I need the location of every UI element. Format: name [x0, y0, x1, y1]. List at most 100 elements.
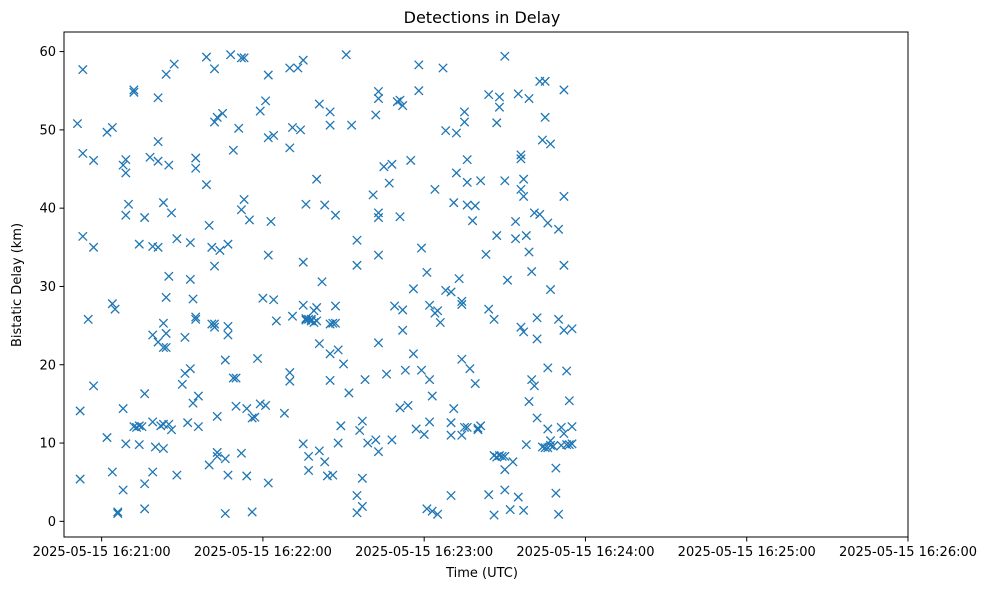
data-point	[298, 55, 308, 65]
data-point	[191, 163, 201, 173]
data-point	[121, 154, 131, 165]
data-point	[357, 501, 368, 512]
data-point	[462, 200, 472, 210]
data-point	[158, 198, 169, 208]
data-point	[75, 474, 85, 484]
data-point	[408, 349, 419, 359]
data-point	[532, 413, 542, 423]
y-axis-label: Bistatic Delay (km)	[10, 223, 25, 347]
data-point	[255, 399, 265, 409]
data-point	[129, 87, 139, 97]
data-point	[166, 425, 177, 435]
data-point	[346, 120, 357, 130]
data-point	[432, 509, 443, 519]
data-point	[191, 153, 201, 163]
data-point	[352, 260, 362, 270]
data-point	[553, 509, 564, 519]
data-point	[403, 400, 413, 411]
data-point	[250, 412, 260, 422]
data-point	[209, 261, 220, 271]
data-point	[548, 441, 558, 451]
data-point	[83, 314, 93, 325]
data-point	[500, 465, 510, 475]
data-point	[129, 85, 139, 95]
data-point	[266, 216, 276, 227]
data-point	[424, 300, 435, 310]
data-point	[328, 470, 338, 480]
data-point	[424, 374, 435, 385]
data-point	[156, 421, 166, 431]
data-point	[516, 322, 526, 332]
data-point	[298, 439, 308, 449]
data-point	[236, 53, 247, 63]
data-point	[543, 363, 553, 373]
data-point	[180, 332, 190, 343]
data-point	[88, 381, 99, 391]
data-point	[489, 314, 499, 325]
data-point	[215, 245, 225, 256]
data-point	[465, 364, 475, 374]
data-point	[446, 490, 456, 501]
data-point	[110, 304, 120, 314]
data-point	[516, 184, 526, 195]
data-point	[524, 93, 534, 104]
data-point	[414, 60, 424, 70]
data-point	[513, 492, 523, 502]
data-point	[430, 184, 440, 195]
data-point	[201, 180, 212, 190]
data-point	[500, 485, 510, 495]
data-point	[553, 314, 564, 325]
data-point	[518, 174, 529, 184]
plot-frame	[63, 31, 909, 538]
data-point	[78, 64, 88, 75]
data-point	[153, 136, 163, 147]
data-point	[78, 231, 88, 242]
data-point	[153, 93, 163, 103]
data-point	[373, 446, 384, 457]
data-point	[379, 162, 389, 172]
data-point	[217, 108, 228, 119]
data-point	[532, 334, 542, 344]
data-point	[209, 322, 220, 332]
data-point	[532, 313, 542, 323]
data-point	[462, 154, 472, 165]
data-point	[398, 100, 408, 111]
data-point	[416, 243, 427, 253]
data-point	[352, 235, 362, 245]
data-point	[161, 292, 171, 303]
data-point	[540, 76, 550, 86]
data-point	[427, 391, 437, 401]
data-point	[333, 345, 343, 355]
data-point	[204, 460, 214, 470]
data-point	[516, 150, 526, 160]
data-point	[373, 212, 384, 223]
data-point	[137, 421, 147, 432]
data-point	[118, 403, 128, 414]
data-point	[540, 112, 550, 123]
data-point	[395, 403, 405, 413]
data-point	[551, 463, 561, 473]
data-point	[153, 242, 163, 252]
data-point	[559, 325, 569, 335]
data-point	[567, 439, 577, 449]
data-point	[545, 436, 556, 446]
data-point	[419, 429, 429, 440]
data-point	[314, 446, 325, 456]
data-point	[242, 471, 252, 481]
data-point	[223, 470, 233, 480]
data-point	[459, 117, 470, 127]
data-point	[352, 490, 362, 501]
data-point	[521, 439, 531, 450]
data-point	[209, 117, 220, 127]
data-point	[489, 510, 499, 520]
data-point	[185, 274, 195, 285]
data-point	[201, 52, 212, 62]
data-point	[88, 242, 99, 252]
data-point	[169, 59, 179, 69]
x-axis-ticks: 2025-05-15 16:21:00 2025-05-15 16:22:00 20…	[33, 537, 977, 560]
data-point	[446, 430, 456, 440]
data-point	[529, 208, 540, 218]
data-point	[287, 311, 298, 321]
data-point	[139, 479, 150, 489]
